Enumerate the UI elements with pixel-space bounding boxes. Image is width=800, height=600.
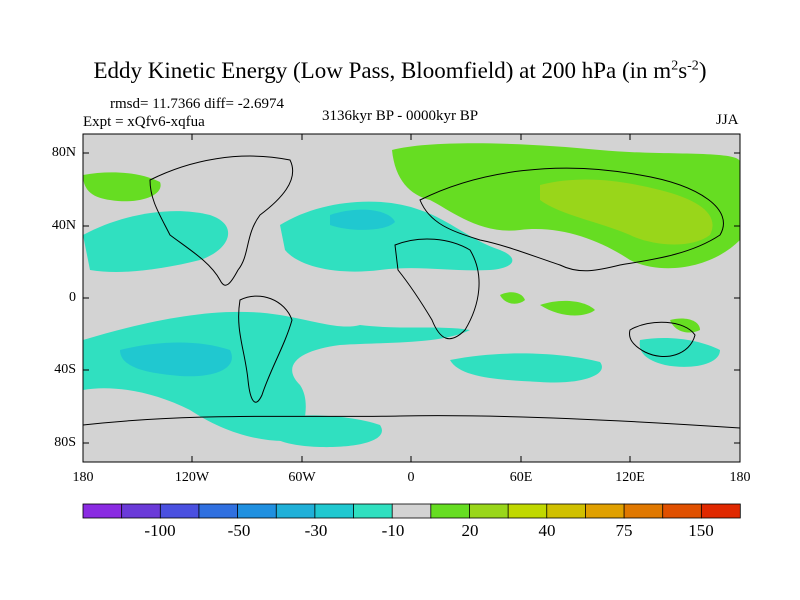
colorbar-swatch xyxy=(662,503,703,519)
cyan-region-south-australia xyxy=(639,338,720,367)
colorbar-swatch xyxy=(237,503,277,519)
colorbar-swatch xyxy=(353,503,393,519)
lon-label-180w: 180 xyxy=(72,470,94,485)
lon-label-120w: 120W xyxy=(174,470,210,485)
season-label: JJA xyxy=(716,112,739,128)
colorbar-swatch xyxy=(391,503,432,519)
colorbar-label: -50 xyxy=(227,521,251,540)
lat-label-0: 0 xyxy=(69,290,76,305)
colorbar-swatch xyxy=(82,503,123,519)
cyan-region-antarctic xyxy=(260,415,382,448)
green-region-tropics xyxy=(500,292,525,304)
colorbar xyxy=(82,503,741,519)
colorbar-swatch xyxy=(121,503,162,519)
colorbar-swatch xyxy=(585,503,625,519)
lon-label-0: 0 xyxy=(407,470,415,485)
experiment-label: Expt = xQfv6-xqfua xyxy=(83,114,205,130)
lat-label-40n: 40N xyxy=(51,218,76,233)
cyan-region-north-pacific xyxy=(83,211,229,272)
colorbar-swatch xyxy=(623,503,664,519)
colorbar-label: 20 xyxy=(461,521,479,540)
colorbar-label: -30 xyxy=(304,521,328,540)
axis-ticks xyxy=(83,134,740,462)
lon-label-60e: 60E xyxy=(509,470,533,485)
colorbar-swatch xyxy=(546,503,587,519)
colorbar-label: 40 xyxy=(538,521,556,540)
blue-region-north-atlantic xyxy=(330,209,395,230)
colorbar-swatch xyxy=(275,503,316,519)
colorbar-swatch xyxy=(430,503,471,519)
lon-label-120e: 120E xyxy=(615,470,645,485)
blue-region-south-pacific xyxy=(120,342,232,377)
green-region-australia xyxy=(670,318,700,333)
colorbar-label: 150 xyxy=(688,521,714,540)
colorbar-swatch xyxy=(507,503,548,519)
colorbar-label: -100 xyxy=(144,521,176,540)
colorbar-label: 75 xyxy=(615,521,633,540)
map-title: Eddy Kinetic Energy (Low Pass, Bloomfiel… xyxy=(93,58,707,83)
rmsd-stat: rmsd= 11.7366 diff= -2.6974 xyxy=(110,96,284,112)
colorbar-swatch xyxy=(198,503,239,519)
cyan-region-south-indian xyxy=(450,353,602,383)
light-green-region-siberia xyxy=(540,179,713,245)
lon-label-60w: 60W xyxy=(288,470,316,485)
period-label: 3136kyr BP - 0000kyr BP xyxy=(322,108,479,124)
colorbar-swatch xyxy=(700,503,741,519)
lat-label-80n: 80N xyxy=(51,145,76,160)
green-region-alaska xyxy=(83,172,161,202)
lat-label-80s: 80S xyxy=(54,435,76,450)
lat-label-40s: 40S xyxy=(54,362,76,377)
colorbar-swatch xyxy=(469,503,509,519)
coastlines xyxy=(83,155,740,429)
green-region-indian xyxy=(540,300,595,316)
colorbar-swatch xyxy=(159,503,200,519)
contour-fill xyxy=(83,134,740,462)
colorbar-label: -10 xyxy=(381,521,405,540)
colorbar-swatch xyxy=(314,503,355,519)
lon-label-180e: 180 xyxy=(729,470,751,485)
